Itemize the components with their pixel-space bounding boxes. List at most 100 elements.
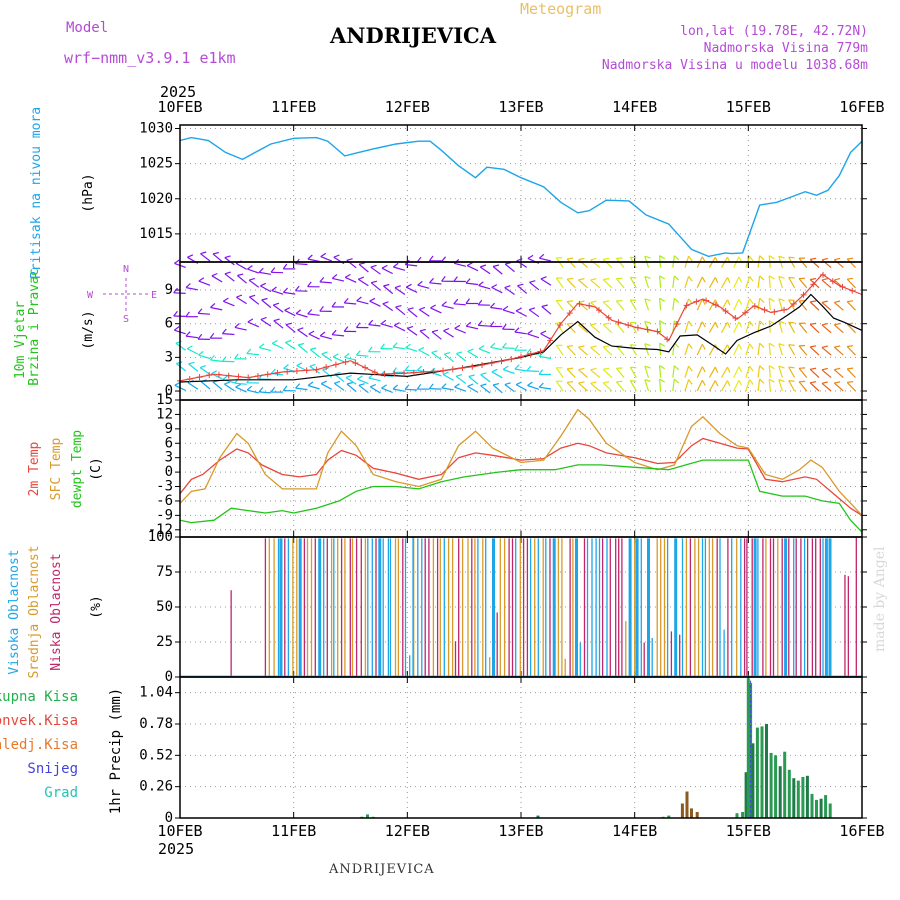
wind-barb bbox=[285, 324, 296, 333]
wind-barb-flag bbox=[381, 264, 388, 269]
wind-barb-flag bbox=[370, 264, 377, 268]
wind-barb-flag bbox=[188, 361, 195, 365]
wind-gust-marker bbox=[498, 358, 505, 365]
wind-ylabel-1: 10m Vjetar bbox=[13, 301, 28, 379]
wind-barb bbox=[590, 259, 601, 269]
top-year-label: 2025 bbox=[160, 83, 196, 101]
top-xtick-label: 14FEB bbox=[612, 98, 657, 116]
wind-barb bbox=[246, 389, 259, 394]
wind-barb bbox=[356, 300, 369, 305]
wind-barb bbox=[578, 279, 588, 289]
wind-barb-flag bbox=[368, 319, 374, 326]
model-label: Model bbox=[66, 20, 109, 36]
wind-barb-flag bbox=[453, 298, 459, 305]
wind-barb bbox=[419, 330, 430, 340]
wind-barb-flag bbox=[788, 380, 795, 382]
wind-barb bbox=[295, 263, 308, 266]
precip-bar bbox=[755, 727, 759, 818]
wind-barb bbox=[431, 331, 442, 340]
wind-barb bbox=[308, 384, 320, 390]
wind-barb-flag bbox=[810, 367, 817, 370]
wind-barb-flag bbox=[810, 381, 817, 384]
wind-barb bbox=[258, 391, 271, 394]
watermark: made by Angel bbox=[872, 546, 888, 653]
wind-barb bbox=[405, 388, 418, 391]
wind-barb bbox=[444, 353, 454, 363]
wind-barb-flag bbox=[567, 367, 574, 370]
ytick-label: 0.52 bbox=[139, 747, 173, 763]
wind-barb bbox=[429, 282, 442, 285]
wind-barb-flag bbox=[630, 380, 637, 382]
wind-barb bbox=[768, 298, 771, 311]
wind-barb bbox=[708, 299, 716, 311]
wind-gust-marker bbox=[352, 360, 359, 367]
wind-barb bbox=[271, 342, 284, 350]
wind-gust-marker bbox=[800, 291, 807, 298]
wind-barb-flag bbox=[630, 276, 637, 279]
precip-bar bbox=[695, 812, 699, 818]
wind-barb-flag bbox=[673, 365, 680, 371]
wind-barb-flag bbox=[821, 322, 828, 326]
wind-gust-marker bbox=[586, 302, 593, 309]
wind-barb bbox=[821, 279, 832, 289]
wind-barb-flag bbox=[502, 342, 507, 349]
wind-gust-marker bbox=[459, 365, 466, 372]
wind-barb bbox=[745, 379, 751, 392]
wind-barb-flag bbox=[847, 257, 854, 260]
wind-barb-flag bbox=[382, 301, 389, 305]
wind-barb bbox=[187, 382, 199, 390]
ytick-label: 75 bbox=[156, 564, 173, 580]
precip-bar bbox=[746, 678, 750, 818]
wind-barb-flag bbox=[465, 321, 472, 327]
wind-barb-flag bbox=[465, 278, 471, 284]
wind-barb-flag bbox=[778, 275, 785, 279]
wind-barb-flag bbox=[768, 365, 775, 370]
wind-barb bbox=[344, 276, 357, 283]
wind-barb-flag bbox=[428, 255, 434, 262]
precip-ylabel: 1hr Precip (mm) bbox=[108, 688, 124, 814]
wind-barb-flag bbox=[778, 298, 785, 302]
wind-barb-flag bbox=[270, 368, 276, 374]
wind-barb bbox=[590, 279, 601, 289]
wind-barb-flag bbox=[644, 365, 651, 369]
precip-legend-2: Zaledj.Kisa bbox=[0, 737, 78, 753]
wind-barb bbox=[672, 365, 675, 378]
wind-barb bbox=[672, 275, 675, 288]
elevation-info: Nadmorska Visina 779m bbox=[703, 41, 868, 56]
wind-barb-flag bbox=[567, 300, 574, 303]
wind-barb-flag bbox=[246, 385, 253, 391]
wind-gust-marker bbox=[790, 300, 797, 307]
wind-gust-marker bbox=[683, 302, 690, 309]
wind-barb-flag bbox=[405, 343, 411, 349]
wind-barb bbox=[480, 385, 491, 394]
wind-barb-flag bbox=[526, 365, 532, 372]
wind-barb-flag bbox=[738, 276, 743, 283]
wind-barb-flag bbox=[480, 264, 487, 268]
wind-barb bbox=[798, 381, 808, 392]
wind-barb-flag bbox=[578, 257, 585, 261]
wind-barb-flag bbox=[431, 329, 439, 333]
wind-barb bbox=[492, 266, 503, 275]
wind-barb bbox=[333, 382, 345, 391]
wind-barb bbox=[249, 296, 260, 305]
wind-barb-flag bbox=[847, 367, 854, 370]
wind-barb bbox=[539, 355, 552, 360]
wind-barb bbox=[271, 290, 284, 295]
wind-barb-flag bbox=[258, 343, 265, 349]
precip-bar bbox=[792, 778, 796, 818]
wind-barb-flag bbox=[298, 342, 305, 346]
wind-barb-flag bbox=[527, 329, 533, 335]
wind-barb bbox=[696, 276, 703, 289]
wind-barb-flag bbox=[480, 383, 487, 387]
wind-barb-flag bbox=[749, 298, 754, 305]
wind-barb bbox=[578, 259, 588, 269]
wind-barb bbox=[745, 343, 751, 356]
wind-barb bbox=[821, 369, 832, 379]
wind-barb-flag bbox=[456, 374, 463, 377]
wind-barb-flag bbox=[334, 380, 341, 384]
wind-barb-flag bbox=[310, 347, 317, 351]
wind-barb-flag bbox=[332, 353, 339, 358]
precip-bar bbox=[778, 766, 782, 818]
wind-barb bbox=[615, 258, 625, 268]
wind-barb bbox=[757, 275, 761, 288]
